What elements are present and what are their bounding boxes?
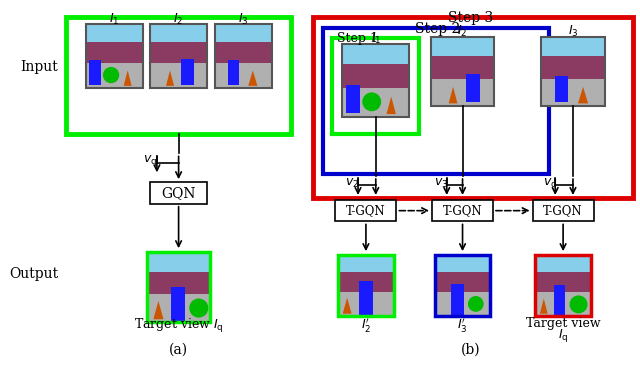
Text: $I_{\mathrm{q}}$: $I_{\mathrm{q}}$: [558, 327, 568, 344]
Text: $v_3$: $v_3$: [434, 176, 448, 189]
Bar: [147, 294, 210, 322]
FancyBboxPatch shape: [532, 200, 594, 222]
Bar: [435, 272, 490, 292]
Text: $v_2$: $v_2$: [345, 176, 359, 189]
Bar: [431, 37, 494, 106]
Bar: [359, 281, 372, 316]
Bar: [435, 255, 490, 316]
Text: $I_3$: $I_3$: [568, 23, 578, 39]
Text: Target view $I_{\mathrm{q}}$: Target view $I_{\mathrm{q}}$: [134, 317, 223, 335]
Bar: [323, 28, 549, 174]
Bar: [86, 63, 143, 88]
Bar: [66, 18, 291, 134]
Polygon shape: [124, 70, 132, 86]
Bar: [342, 44, 410, 117]
Bar: [90, 60, 100, 85]
Bar: [150, 42, 207, 63]
Bar: [431, 37, 494, 56]
Text: Output: Output: [9, 267, 58, 281]
Bar: [536, 255, 591, 272]
Bar: [215, 24, 272, 88]
Bar: [541, 37, 605, 56]
Polygon shape: [343, 298, 351, 314]
Circle shape: [190, 299, 207, 317]
Bar: [556, 76, 568, 102]
Bar: [171, 287, 185, 321]
Bar: [339, 292, 394, 316]
Text: $I_1$: $I_1$: [109, 12, 120, 27]
Bar: [215, 24, 272, 42]
Text: $I_3$: $I_3$: [238, 12, 249, 27]
Polygon shape: [540, 298, 548, 314]
Bar: [182, 59, 194, 85]
FancyBboxPatch shape: [432, 200, 493, 222]
FancyBboxPatch shape: [150, 182, 207, 204]
Text: (b): (b): [461, 343, 480, 357]
Bar: [541, 79, 605, 106]
Text: $I_2'$: $I_2'$: [361, 316, 371, 334]
Polygon shape: [578, 87, 588, 103]
Bar: [339, 272, 394, 292]
Bar: [342, 88, 410, 117]
Bar: [313, 18, 633, 198]
Bar: [150, 63, 207, 88]
Text: $I_2$: $I_2$: [458, 23, 468, 39]
Bar: [554, 285, 564, 315]
Bar: [536, 255, 591, 316]
Polygon shape: [248, 70, 257, 86]
Bar: [339, 255, 394, 316]
Polygon shape: [154, 301, 163, 319]
Text: T-GQN: T-GQN: [346, 204, 386, 217]
Bar: [466, 74, 479, 102]
Bar: [541, 56, 605, 79]
Circle shape: [468, 297, 483, 311]
Bar: [147, 252, 210, 272]
Polygon shape: [449, 87, 458, 103]
Bar: [332, 38, 419, 134]
Circle shape: [363, 93, 380, 110]
Bar: [215, 42, 272, 63]
Bar: [431, 56, 494, 79]
Bar: [147, 272, 210, 294]
Text: $I_2$: $I_2$: [173, 12, 184, 27]
Bar: [536, 292, 591, 316]
Text: $I_3'$: $I_3'$: [457, 316, 468, 334]
Text: T-GQN: T-GQN: [543, 204, 583, 217]
FancyBboxPatch shape: [335, 200, 397, 222]
Text: $v_{\mathrm{q}}$: $v_{\mathrm{q}}$: [543, 176, 557, 191]
Bar: [346, 85, 360, 113]
Text: Step 1: Step 1: [337, 32, 378, 45]
Bar: [86, 24, 143, 42]
Bar: [150, 24, 207, 88]
Text: GQN: GQN: [161, 186, 196, 200]
Polygon shape: [166, 70, 174, 86]
Circle shape: [570, 296, 587, 313]
Bar: [541, 37, 605, 106]
Bar: [451, 284, 463, 315]
Text: $v_{\mathrm{q}}$: $v_{\mathrm{q}}$: [143, 153, 157, 168]
Bar: [339, 255, 394, 272]
Bar: [536, 272, 591, 292]
Bar: [342, 65, 410, 88]
Circle shape: [104, 68, 118, 82]
Text: Step 2: Step 2: [415, 22, 461, 36]
Bar: [150, 24, 207, 42]
Text: Step 3: Step 3: [448, 10, 493, 25]
Text: (a): (a): [169, 343, 188, 357]
Polygon shape: [387, 97, 396, 114]
Bar: [431, 79, 494, 106]
Text: $I_1$: $I_1$: [371, 31, 381, 46]
Bar: [435, 255, 490, 272]
Bar: [435, 292, 490, 316]
Text: T-GQN: T-GQN: [443, 204, 483, 217]
Bar: [147, 252, 210, 322]
Bar: [215, 63, 272, 88]
Bar: [86, 24, 143, 88]
Bar: [86, 42, 143, 63]
Bar: [342, 44, 410, 65]
Text: Target view: Target view: [526, 317, 600, 330]
Text: Input: Input: [20, 60, 58, 74]
Bar: [228, 60, 239, 85]
